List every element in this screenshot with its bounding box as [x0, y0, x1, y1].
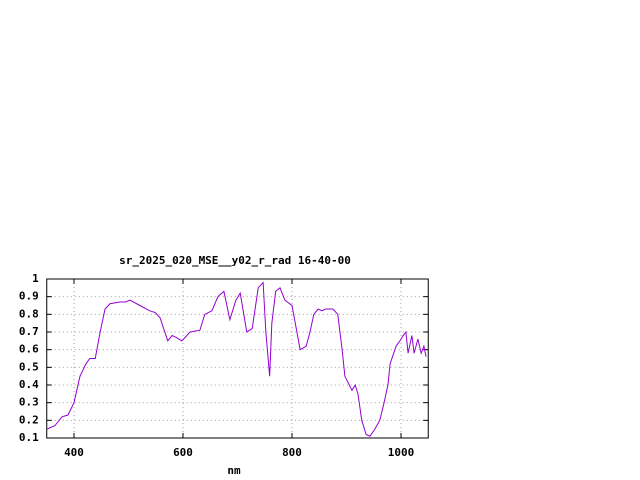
y-tick-label: 0.6 — [19, 343, 39, 356]
x-tick-label: 1000 — [388, 446, 415, 459]
y-tick-label: 0.9 — [19, 290, 39, 303]
y-tick-label: 1 — [32, 272, 39, 285]
x-axis-label: nm — [227, 464, 241, 477]
y-tick-label: 0.3 — [19, 396, 39, 409]
x-tick-label: 400 — [64, 446, 84, 459]
y-tick-label: 0.2 — [19, 413, 39, 426]
plot-frame — [46, 278, 429, 439]
y-tick-label: 0.1 — [19, 431, 39, 444]
y-tick-label: 0.8 — [19, 307, 39, 320]
y-tick-label: 0.7 — [19, 325, 39, 338]
chart-title: sr_2025_020_MSE__y02_r_rad 16-40-00 — [119, 254, 351, 267]
y-tick-label: 0.4 — [19, 378, 39, 391]
x-tick-label: 800 — [282, 446, 302, 459]
data-line — [46, 281, 427, 437]
y-tick-label: 0.5 — [19, 360, 39, 373]
x-tick-label: 600 — [173, 446, 193, 459]
